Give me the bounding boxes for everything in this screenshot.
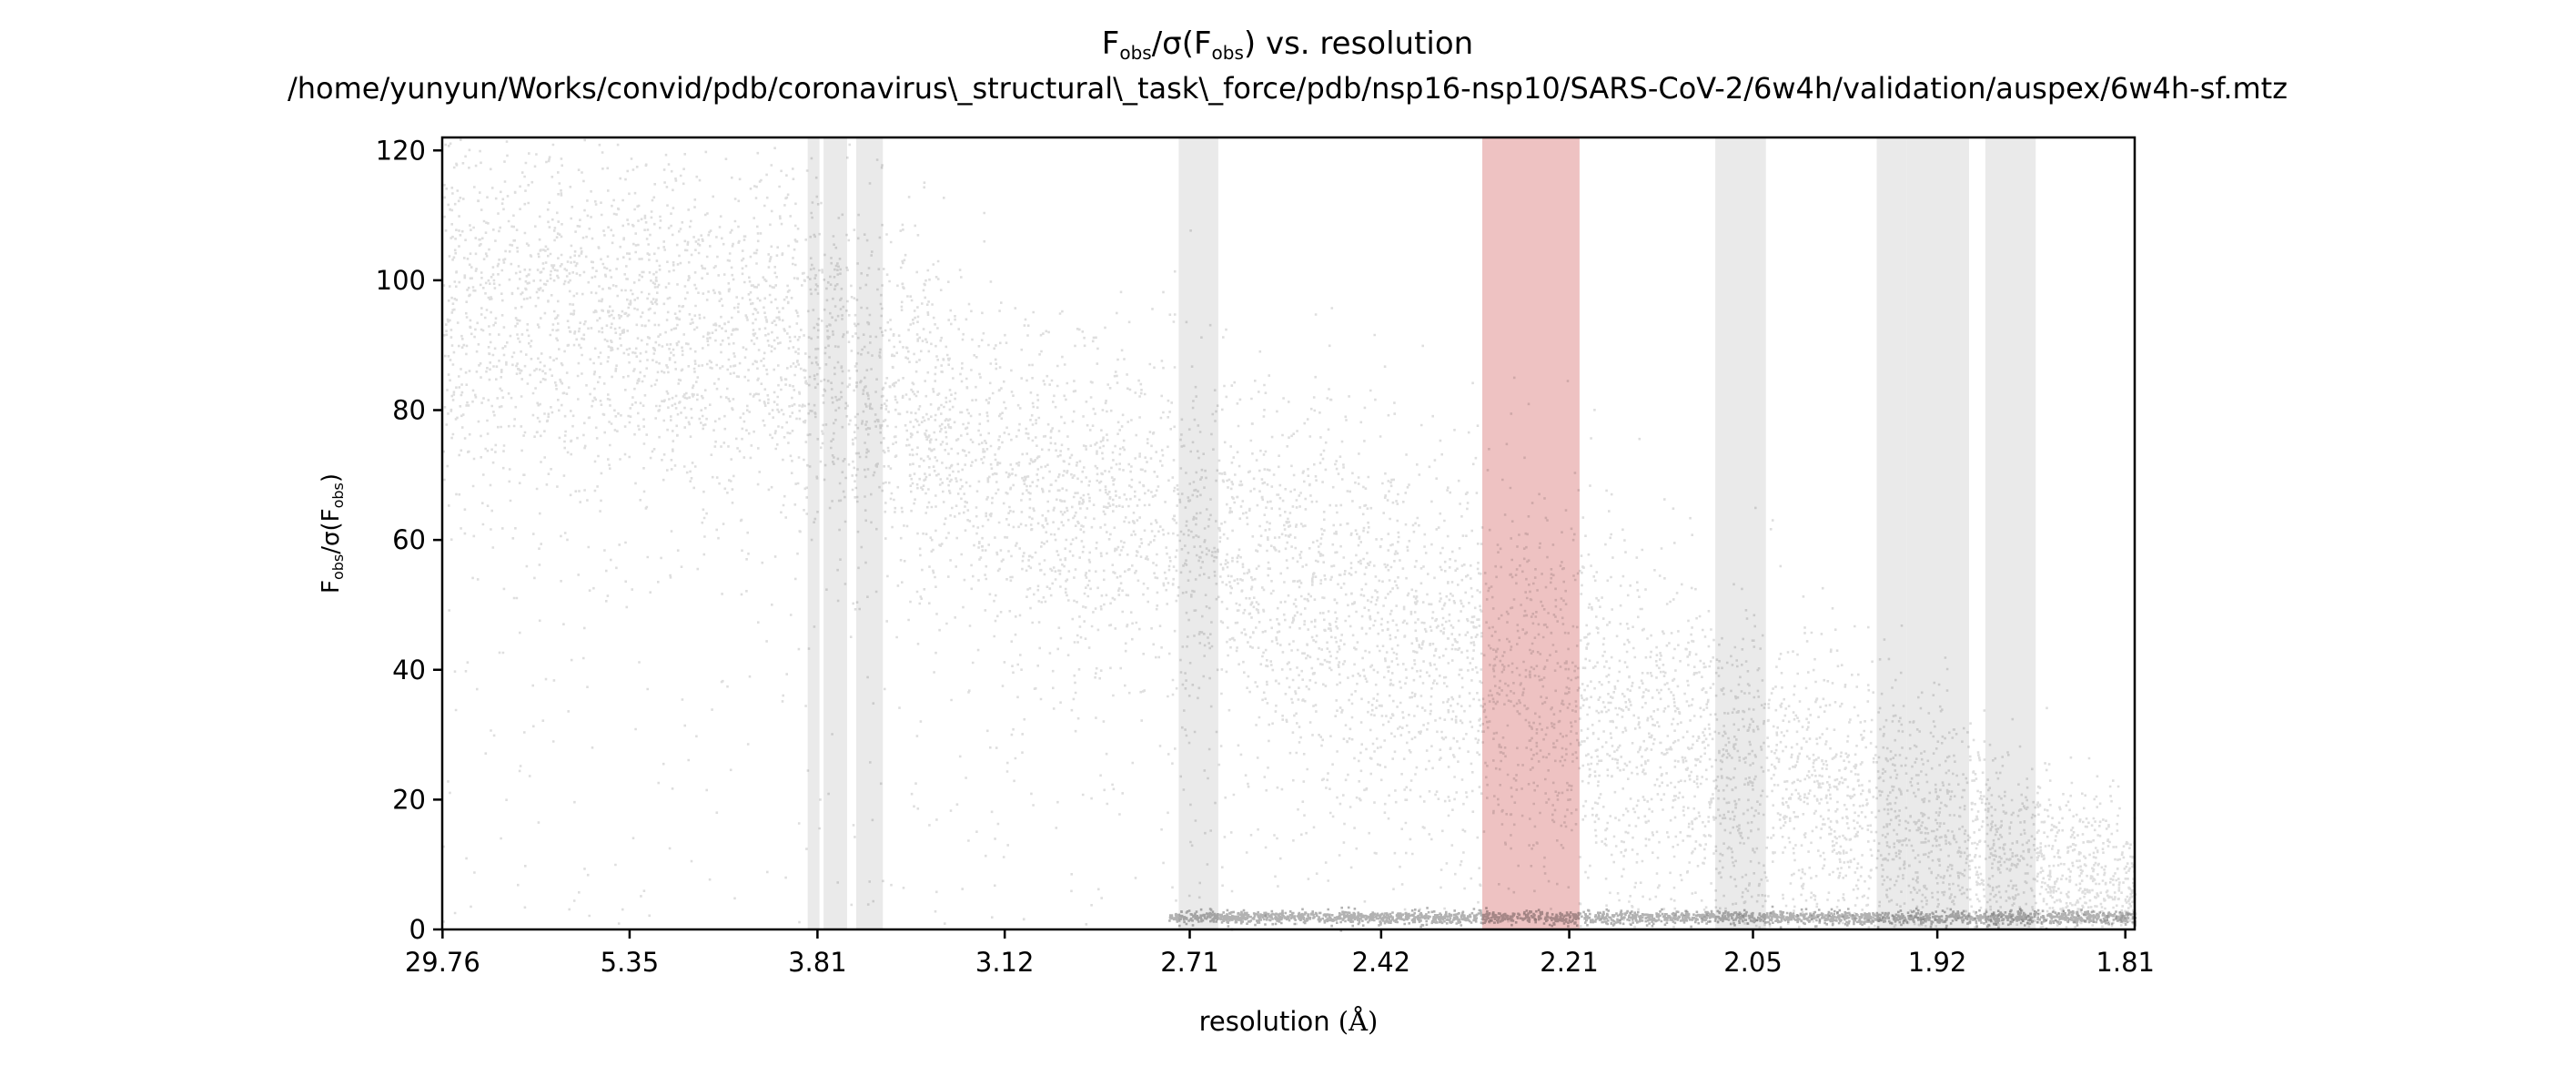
gray-band-6 bbox=[1876, 137, 1907, 929]
x-tick-label: 5.35 bbox=[601, 947, 660, 978]
scatter-points bbox=[442, 138, 2137, 932]
gray-band-1 bbox=[823, 137, 847, 929]
gray-band-3 bbox=[1178, 137, 1218, 929]
x-tick-label: 1.92 bbox=[1908, 947, 1967, 978]
y-tick-label: 100 bbox=[376, 265, 426, 296]
highlight-bands bbox=[807, 137, 2036, 929]
chart-title: Fobs/σ(Fobs) vs. resolution /home/yunyun… bbox=[288, 25, 2288, 106]
y-axis: 0 20 40 60 80 100 120 bbox=[376, 135, 442, 945]
x-tick-label: 2.71 bbox=[1160, 947, 1219, 978]
y-tick-label: 120 bbox=[376, 135, 426, 166]
chart-title-text: Fobs/σ(Fobs) vs. resolution bbox=[1102, 25, 1473, 64]
plot-frame bbox=[440, 136, 2137, 931]
gray-band-5 bbox=[1715, 137, 1766, 929]
x-axis: 29.76 5.35 3.81 3.12 2.71 2.42 2.21 2.05 1.92 1.8… bbox=[405, 929, 2155, 978]
y-tick-label: 20 bbox=[392, 784, 426, 815]
y-tick-label: 0 bbox=[409, 914, 426, 945]
x-tick-label: 3.81 bbox=[788, 947, 847, 978]
y-tick-label: 80 bbox=[392, 395, 426, 426]
x-tick-label: 2.05 bbox=[1723, 947, 1783, 978]
x-tick-label: 3.12 bbox=[975, 947, 1035, 978]
x-tick-label: 2.21 bbox=[1540, 947, 1599, 978]
red-band-4 bbox=[1482, 137, 1580, 929]
gray-band-0 bbox=[807, 137, 820, 929]
baseline-cluster bbox=[1168, 905, 2137, 932]
y-tick-label: 40 bbox=[392, 655, 426, 685]
y-tick-label: 60 bbox=[392, 524, 426, 555]
x-axis-label: resolution (Å) bbox=[1199, 1005, 1379, 1037]
gray-band-8 bbox=[1985, 137, 2036, 929]
scatter-cloud bbox=[442, 138, 2137, 929]
x-tick-label: 29.76 bbox=[405, 947, 480, 978]
gray-band-7 bbox=[1906, 137, 1970, 929]
y-axis-label: Fobs/σ(Fobs) bbox=[318, 473, 347, 594]
x-tick-label: 1.81 bbox=[2096, 947, 2155, 978]
x-tick-label: 2.42 bbox=[1352, 947, 1411, 978]
chart-subtitle: /home/yunyun/Works/convid/pdb/coronaviru… bbox=[288, 71, 2288, 106]
gray-band-2 bbox=[855, 137, 884, 929]
